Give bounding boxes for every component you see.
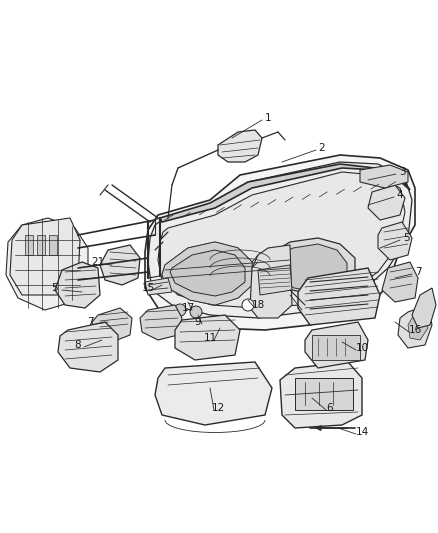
Polygon shape: [170, 250, 245, 296]
Text: 11: 11: [203, 333, 217, 343]
Polygon shape: [100, 245, 140, 285]
Polygon shape: [155, 362, 272, 425]
Text: 5: 5: [52, 283, 58, 293]
Polygon shape: [412, 288, 436, 328]
Polygon shape: [10, 218, 80, 295]
Polygon shape: [6, 218, 88, 310]
Polygon shape: [175, 315, 240, 360]
Text: 21: 21: [92, 257, 105, 267]
Polygon shape: [272, 244, 347, 292]
Bar: [312, 335, 360, 360]
Polygon shape: [148, 162, 412, 318]
Text: 1: 1: [265, 113, 271, 123]
Text: 12: 12: [212, 403, 225, 413]
Polygon shape: [408, 313, 428, 340]
Text: 10: 10: [356, 343, 368, 353]
Polygon shape: [265, 238, 355, 295]
Text: 3: 3: [399, 167, 405, 177]
Polygon shape: [140, 305, 182, 340]
Bar: [49, 235, 57, 255]
Polygon shape: [160, 164, 410, 222]
Polygon shape: [162, 242, 252, 305]
Polygon shape: [145, 155, 415, 330]
Polygon shape: [58, 322, 118, 372]
Polygon shape: [305, 322, 368, 368]
Text: 16: 16: [408, 325, 422, 335]
Polygon shape: [158, 172, 405, 308]
Polygon shape: [368, 185, 405, 220]
Text: 5: 5: [403, 233, 410, 243]
Polygon shape: [280, 362, 362, 428]
Polygon shape: [378, 222, 412, 260]
Text: 9: 9: [194, 317, 201, 327]
Text: 6: 6: [327, 403, 333, 413]
Polygon shape: [250, 245, 292, 318]
Text: 7: 7: [87, 317, 93, 327]
Polygon shape: [218, 130, 262, 162]
Polygon shape: [298, 268, 380, 325]
Bar: [295, 378, 353, 410]
Bar: [37, 235, 45, 255]
Text: 15: 15: [141, 283, 155, 293]
Polygon shape: [258, 265, 292, 295]
Circle shape: [242, 299, 254, 311]
Text: 4: 4: [397, 190, 403, 200]
Text: 17: 17: [181, 303, 194, 313]
Polygon shape: [162, 242, 252, 305]
Polygon shape: [92, 308, 132, 342]
Polygon shape: [55, 262, 100, 308]
Text: 7: 7: [415, 267, 421, 277]
Polygon shape: [398, 305, 432, 348]
Text: 18: 18: [251, 300, 265, 310]
Text: 2: 2: [319, 143, 325, 153]
Polygon shape: [360, 165, 408, 188]
Polygon shape: [382, 262, 418, 302]
Polygon shape: [145, 278, 172, 295]
Circle shape: [174, 304, 186, 316]
Text: 14: 14: [355, 427, 369, 437]
Text: 8: 8: [75, 340, 81, 350]
Bar: [25, 235, 33, 255]
Circle shape: [190, 306, 202, 318]
